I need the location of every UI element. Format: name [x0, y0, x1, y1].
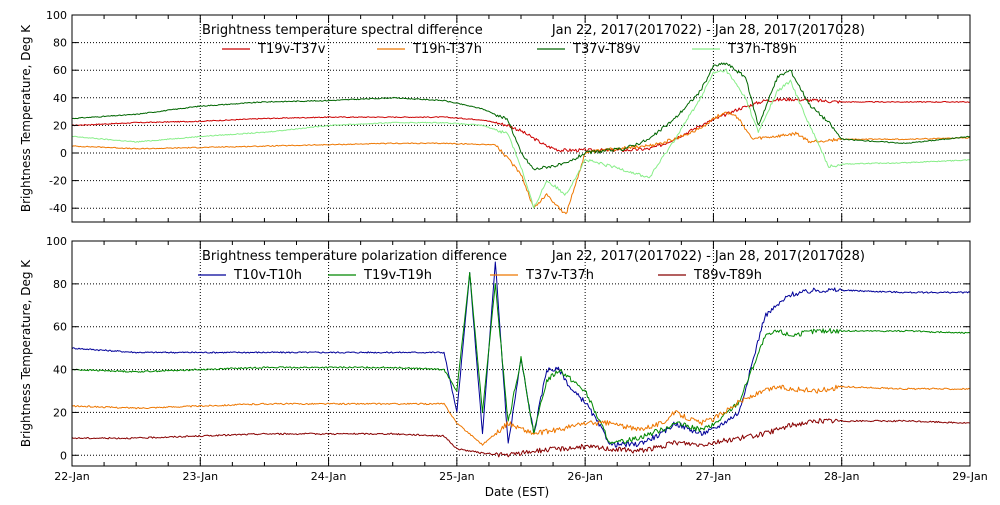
legend-label: T37v-T89v: [572, 42, 641, 57]
series-line-t37v-t89v: [71, 62, 971, 171]
x-tick-label: 28-Jan: [824, 470, 860, 483]
chart-panel-1: -40 -20 0 20 40 60 80 100 Brightness Temperature…: [19, 9, 971, 223]
x-tick-label: 26-Jan: [567, 470, 603, 483]
y-tick-label: 20: [53, 119, 67, 132]
x-axis-title: Date (EST): [485, 485, 549, 499]
chart-date-range: Jan 22, 2017(2017022) - Jan 28, 2017(201…: [551, 249, 865, 264]
series-line-t19v-t37v: [71, 97, 971, 153]
legend-label: T19v-T37v: [257, 42, 326, 57]
y-tick-label: 40: [53, 364, 67, 377]
y-tick-label: -20: [49, 175, 67, 188]
y-tick-label: 60: [53, 64, 67, 77]
x-tick-label: 25-Jan: [439, 470, 475, 483]
x-tick-label: 22-Jan: [54, 470, 90, 483]
chart-date-range: Jan 22, 2017(2017022) - Jan 28, 2017(201…: [551, 23, 865, 38]
chart-panel-2: 0 20 40 60 80 100 22-Jan 23-Jan 24-Jan 25-Jan 26-J…: [19, 235, 988, 483]
y-axis-title: Brightness Temperature, Deg K: [19, 259, 33, 447]
y-tick-label: 80: [53, 37, 67, 50]
legend-label: T19h-T37h: [412, 42, 482, 57]
series-line-t89v-t89h: [71, 418, 971, 458]
legend-label: T37h-T89h: [727, 42, 797, 57]
y-axis-title: Brightness Temperature, Deg K: [19, 24, 33, 212]
x-tick-label: 29-Jan: [952, 470, 988, 483]
legend-label: T89v-T89h: [693, 268, 762, 283]
chart-title: Brightness temperature polarization diff…: [202, 249, 507, 264]
series-line-t19v-t19h: [71, 272, 971, 445]
y-tick-label: -40: [49, 202, 67, 215]
y-tick-label: 100: [46, 235, 67, 248]
legend-label: T10v-T10h: [233, 268, 302, 283]
y-tick-label: 100: [46, 9, 67, 22]
x-tick-label: 27-Jan: [696, 470, 732, 483]
x-tick-label: 23-Jan: [183, 470, 219, 483]
y-tick-label: 0: [60, 449, 67, 462]
y-tick-label: 0: [60, 147, 67, 160]
x-tick-label: 24-Jan: [311, 470, 347, 483]
y-tick-label: 20: [53, 406, 67, 419]
series-line-t37v-t37h: [71, 384, 971, 446]
legend-label: T37v-T37h: [525, 268, 594, 283]
y-tick-label: 80: [53, 278, 67, 291]
legend-label: T19v-T19h: [363, 268, 432, 283]
chart-title: Brightness temperature spectral differen…: [202, 23, 483, 38]
y-tick-label: 40: [53, 92, 67, 105]
series-line-t37h-t89h: [71, 68, 971, 209]
y-tick-label: 60: [53, 321, 67, 334]
series-line-t19h-t37h: [71, 111, 971, 215]
